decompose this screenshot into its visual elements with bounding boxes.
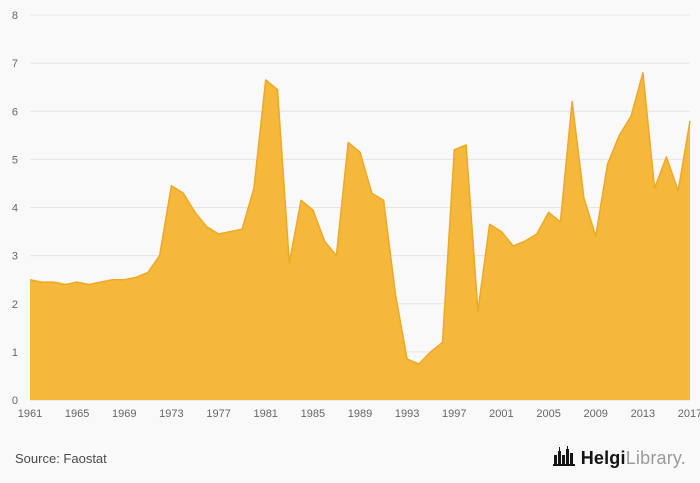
svg-text:1993: 1993 <box>395 408 419 420</box>
svg-text:3: 3 <box>12 251 18 263</box>
svg-text:2009: 2009 <box>583 408 607 420</box>
svg-text:5: 5 <box>12 154 18 166</box>
svg-text:1985: 1985 <box>301 408 325 420</box>
svg-text:2005: 2005 <box>536 408 560 420</box>
area-chart: 0 1 2 3 4 5 6 7 8 1961 1965 1969 1973 1977 1981 1985 198… <box>12 10 700 420</box>
logo-text: HelgiLibrary. <box>581 448 686 469</box>
svg-text:1981: 1981 <box>253 408 277 420</box>
svg-text:2013: 2013 <box>631 408 655 420</box>
svg-text:1977: 1977 <box>206 408 230 420</box>
source-label: Source: Faostat <box>15 451 107 466</box>
logo-text-primary: Helgi <box>580 448 626 468</box>
helgi-logo-icon <box>552 446 575 471</box>
svg-text:8: 8 <box>12 10 18 22</box>
svg-text:4: 4 <box>12 203 18 215</box>
svg-text:2017: 2017 <box>678 408 700 420</box>
svg-text:2001: 2001 <box>489 408 513 420</box>
svg-text:1973: 1973 <box>159 408 183 420</box>
svg-text:1961: 1961 <box>18 408 42 420</box>
svg-text:1989: 1989 <box>348 408 372 420</box>
svg-text:6: 6 <box>12 106 18 118</box>
svg-text:2: 2 <box>12 299 18 311</box>
svg-text:7: 7 <box>12 58 18 70</box>
svg-text:0: 0 <box>12 395 18 407</box>
svg-text:1997: 1997 <box>442 408 466 420</box>
svg-text:1965: 1965 <box>65 408 89 420</box>
helgi-library-logo[interactable]: HelgiLibrary. <box>552 446 686 471</box>
logo-text-secondary: Library <box>625 448 681 468</box>
logo-text-dot: . <box>680 448 686 468</box>
svg-text:1: 1 <box>12 347 18 359</box>
chart-footer: Source: Faostat HelgiLibrary. <box>15 446 686 471</box>
svg-text:1969: 1969 <box>112 408 136 420</box>
